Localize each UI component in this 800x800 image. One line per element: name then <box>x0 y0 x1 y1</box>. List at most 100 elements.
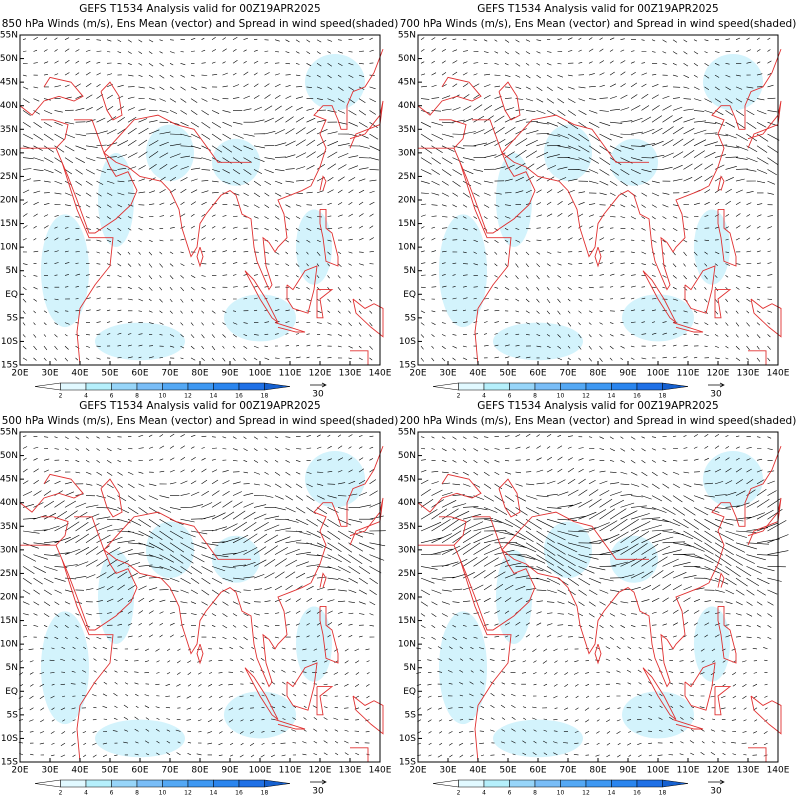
longitude-label: 100E <box>647 766 670 776</box>
longitude-label: 130E <box>339 369 362 379</box>
colorbar-label: 4 <box>84 790 88 797</box>
latitude-label: EQ <box>403 290 416 300</box>
colorbar-label: 8 <box>135 790 139 797</box>
latitude-label: 50N <box>0 54 18 64</box>
colorbar-end <box>34 779 61 788</box>
longitude-label: 60E <box>131 766 148 776</box>
longitude-label: 110E <box>279 766 302 776</box>
colorbar-swatch <box>611 779 638 788</box>
latitude-label: EQ <box>403 687 416 697</box>
longitude-label: 60E <box>529 766 546 776</box>
panel-title: GEFS T1534 Analysis valid for 00Z19APR20… <box>79 3 320 15</box>
colorbar-label: 6 <box>508 393 512 400</box>
latitude-label: 15N <box>0 219 18 229</box>
latitude-label: 5S <box>7 710 19 720</box>
colorbar-swatch <box>85 382 112 391</box>
coastline <box>472 511 649 560</box>
latitude-label: 15N <box>398 219 416 229</box>
spread-shading <box>146 124 194 182</box>
reference-vector-label: 30 <box>312 390 324 400</box>
latitude-label: 35N <box>0 125 18 135</box>
coastline <box>558 445 782 688</box>
longitude-label: 70E <box>161 369 178 379</box>
spread-shading <box>622 294 694 342</box>
latitude-label: 25N <box>0 172 18 182</box>
coastline <box>672 719 704 730</box>
spread-shading <box>439 214 487 328</box>
coastline <box>349 497 384 546</box>
coastline <box>74 511 251 560</box>
coastline <box>352 695 384 735</box>
longitude-label: 30E <box>41 369 58 379</box>
colorbar-label: 6 <box>110 790 114 797</box>
coastline <box>594 644 602 665</box>
coastline <box>316 289 334 319</box>
coastline <box>472 114 649 163</box>
colorbar-label: 12 <box>582 790 590 797</box>
coastline <box>352 298 384 338</box>
coastline <box>319 175 327 191</box>
longitude-label: 140E <box>767 369 790 379</box>
coastline <box>417 76 482 116</box>
coastline <box>160 48 384 291</box>
latitude-label: 20N <box>398 593 416 603</box>
coastline <box>418 516 467 546</box>
coastline <box>558 48 782 291</box>
longitude-label: 20E <box>11 369 28 379</box>
colorbar-end <box>34 382 61 391</box>
colorbar-label: 14 <box>210 393 218 400</box>
latitude-label: 5S <box>405 313 417 323</box>
coastline <box>684 265 716 314</box>
latitude-label: 40N <box>0 498 18 508</box>
colorbar-label: 10 <box>557 790 565 797</box>
latitude-label: 30N <box>398 545 416 555</box>
colorbar-swatch <box>611 382 638 391</box>
spread-shading <box>544 521 592 579</box>
spread-shading <box>224 294 296 342</box>
spread-shading <box>95 719 185 758</box>
spread-shading <box>493 322 583 361</box>
latitude-label: 50N <box>398 451 416 461</box>
coastline <box>717 175 725 191</box>
coastline <box>274 322 306 333</box>
coastline <box>55 544 114 763</box>
colorbar-swatch <box>458 779 485 788</box>
longitude-label: 50E <box>499 766 516 776</box>
colorbar-label: 14 <box>608 393 616 400</box>
colorbar-swatch <box>483 779 510 788</box>
coastline <box>594 247 602 268</box>
spread-shading <box>694 209 730 285</box>
latitude-label: 25N <box>398 172 416 182</box>
colorbar-label: 6 <box>508 790 512 797</box>
coastline <box>453 544 512 763</box>
colorbar-label: 18 <box>261 790 269 797</box>
latitude-label: 40N <box>398 498 416 508</box>
coastline <box>417 473 482 513</box>
latitude-label: 15S <box>399 361 416 371</box>
longitude-label: 100E <box>249 369 272 379</box>
latitude-label: 30N <box>0 545 18 555</box>
spread-shading <box>496 550 532 644</box>
colorbar-swatch <box>60 779 87 788</box>
longitude-label: 50E <box>101 766 118 776</box>
colorbar-label: 8 <box>533 790 537 797</box>
spread-shading <box>694 606 730 682</box>
colorbar-swatch <box>509 779 536 788</box>
colorbar-swatch <box>60 382 87 391</box>
reference-vector-label: 30 <box>710 787 722 797</box>
latitude-label: 35N <box>398 125 416 135</box>
colorbar-swatch <box>483 382 510 391</box>
coastline <box>100 81 123 121</box>
spread-shading <box>703 450 763 508</box>
latitude-label: 20N <box>398 196 416 206</box>
latitude-label: EQ <box>5 687 18 697</box>
reference-vector-label: 30 <box>312 787 324 797</box>
colorbar-label: 16 <box>633 790 641 797</box>
colorbar-label: 2 <box>59 790 63 797</box>
coastline <box>714 686 732 716</box>
coastline <box>717 605 737 664</box>
coastline <box>316 686 334 716</box>
colorbar-label: 18 <box>659 790 667 797</box>
colorbar-swatch <box>162 779 189 788</box>
reference-vector <box>708 382 725 388</box>
